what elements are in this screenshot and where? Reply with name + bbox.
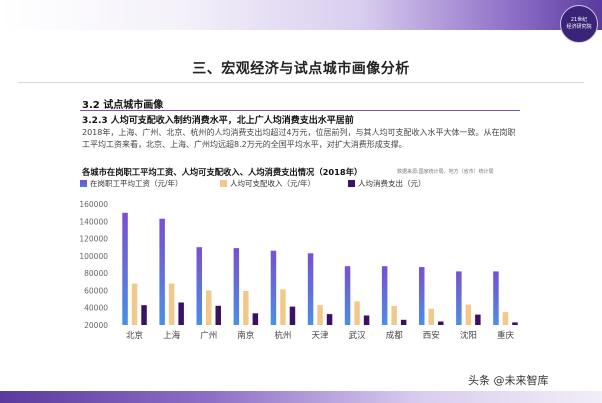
bar-income-9 bbox=[465, 304, 472, 325]
x-category-label: 杭州 bbox=[274, 330, 291, 341]
legend-item-consumption: 人均消费支出（元） bbox=[348, 178, 426, 189]
bar-marks bbox=[122, 212, 518, 325]
legend-label-income: 人均可支配收入（元/年） bbox=[230, 179, 316, 188]
subsubsection-heading: 3.2.3 人均可支配收入制约消费水平，北上广人均消费支出水平居前 bbox=[82, 116, 354, 126]
bar-wage-4 bbox=[270, 250, 277, 325]
bar-wage-3 bbox=[233, 248, 240, 325]
bar-wage-2 bbox=[196, 247, 202, 325]
y-tick-label: 60000 bbox=[84, 286, 108, 295]
bar-income-4 bbox=[280, 289, 286, 325]
y-tick-label: 140000 bbox=[79, 217, 108, 226]
bar-consumption-4 bbox=[289, 306, 296, 325]
legend-item-wage: 在岗职工平均工资（元/年） bbox=[80, 178, 183, 189]
y-tick-label: 100000 bbox=[79, 252, 108, 261]
subsection-heading: 3.2 试点城市画像 bbox=[82, 100, 164, 111]
footer-band bbox=[0, 391, 602, 403]
bar-consumption-7 bbox=[400, 319, 407, 325]
x-category-label: 南京 bbox=[237, 330, 254, 341]
bar-wage-6 bbox=[344, 266, 351, 325]
y-tick-label: 160000 bbox=[79, 200, 108, 209]
section-title: 三、宏观经济与试点城市画像分析 bbox=[192, 61, 410, 77]
x-category-label: 成都 bbox=[386, 330, 404, 341]
chart-source-note: 数据来源:国家统计局、地方（省市）统计局 bbox=[397, 169, 494, 175]
bar-wage-10 bbox=[493, 271, 499, 325]
y-tick-label: 80000 bbox=[84, 269, 108, 278]
bar-income-8 bbox=[428, 308, 434, 325]
bar-income-10 bbox=[502, 312, 509, 325]
legend-swatch-consumption bbox=[348, 180, 355, 187]
bar-wage-1 bbox=[159, 218, 165, 325]
bar-consumption-10 bbox=[512, 322, 518, 325]
header-band bbox=[0, 0, 602, 30]
x-category-label: 西安 bbox=[423, 330, 440, 341]
y-tick-label: 20000 bbox=[84, 321, 108, 330]
x-category-label: 上海 bbox=[163, 330, 181, 341]
x-category-label: 重庆 bbox=[497, 330, 515, 341]
x-axis-labels: 北京 上海 广州 南京 杭州 天津 武汉 成都 西安 沈阳 重庆 bbox=[126, 330, 515, 341]
bar-consumption-0 bbox=[141, 305, 147, 325]
x-category-label: 武汉 bbox=[349, 330, 367, 341]
legend-item-income: 人均可支配收入（元/年） bbox=[220, 178, 315, 189]
bar-wage-7 bbox=[381, 266, 388, 325]
bar-consumption-3 bbox=[252, 313, 259, 325]
bar-consumption-1 bbox=[178, 302, 184, 325]
bar-income-1 bbox=[168, 283, 175, 325]
bar-income-7 bbox=[391, 305, 397, 325]
logo-line-2: 经济研究院 bbox=[566, 24, 592, 30]
subsection-divider bbox=[80, 110, 520, 111]
bar-income-3 bbox=[243, 291, 249, 325]
bar-consumption-8 bbox=[438, 321, 444, 325]
y-tick-label: 120000 bbox=[79, 235, 108, 244]
legend-swatch-wage bbox=[80, 180, 87, 187]
x-category-label: 天津 bbox=[311, 330, 329, 341]
bar-income-2 bbox=[206, 290, 212, 325]
y-tick-label: 40000 bbox=[84, 304, 108, 313]
bar-wage-9 bbox=[456, 271, 462, 325]
bar-consumption-5 bbox=[326, 314, 333, 325]
logo-badge: 21世纪 经济研究院 bbox=[560, 5, 598, 43]
watermark-text: 头条 @未来智库 bbox=[468, 374, 549, 387]
title-divider bbox=[18, 82, 584, 83]
chart-title: 各城市在岗职工平均工资、人均可支配收入、人均消费支出情况（2018年） bbox=[82, 167, 363, 177]
bar-wage-5 bbox=[307, 253, 314, 325]
bar-wage-0 bbox=[122, 212, 128, 325]
bar-income-5 bbox=[317, 305, 323, 325]
x-category-label: 北京 bbox=[126, 330, 143, 341]
y-axis-ticks: 160000 140000 120000 100000 80000 60000 40000 2… bbox=[79, 200, 108, 330]
summary-paragraph: 2018年，上海、广州、北京、杭州的人均消费支出均超过4万元，位居前列，与其人均… bbox=[82, 128, 516, 149]
legend-swatch-income bbox=[220, 180, 227, 187]
x-category-label: 广州 bbox=[200, 330, 217, 341]
legend-label-consumption: 人均消费支出（元） bbox=[358, 179, 426, 188]
x-category-label: 沈阳 bbox=[460, 330, 477, 341]
bar-consumption-9 bbox=[475, 314, 481, 325]
bar-income-0 bbox=[131, 283, 138, 325]
bar-consumption-6 bbox=[363, 315, 370, 325]
legend-label-wage: 在岗职工平均工资（元/年） bbox=[90, 179, 183, 188]
bar-consumption-2 bbox=[215, 305, 221, 325]
bar-wage-8 bbox=[419, 267, 425, 325]
bar-income-6 bbox=[354, 301, 360, 325]
logo-line-1: 21世纪 bbox=[570, 17, 588, 23]
